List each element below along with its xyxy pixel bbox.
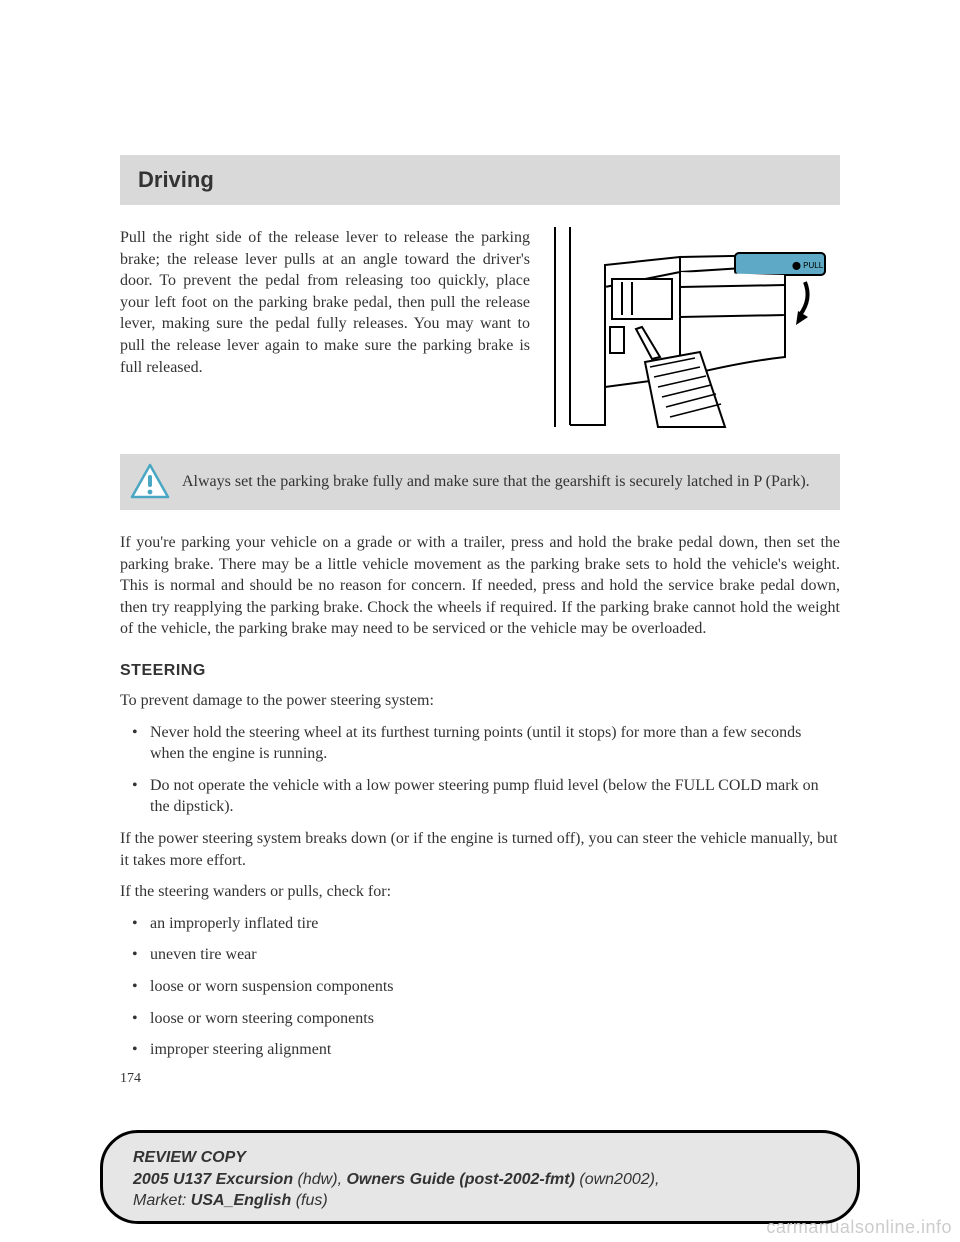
footer-box: REVIEW COPY 2005 U137 Excursion (hdw), O…: [100, 1130, 860, 1224]
list-item: Never hold the steering wheel at its fur…: [120, 722, 840, 765]
steering-wander-intro: If the steering wanders or pulls, check …: [120, 881, 840, 903]
parking-brake-illustration: ⬤ PULL: [550, 227, 840, 432]
watermark: carmanualsonline.info: [766, 1217, 952, 1238]
bullets-prevent-damage: Never hold the steering wheel at its fur…: [120, 722, 840, 818]
list-item: loose or worn steering components: [120, 1008, 840, 1030]
warning-icon: [130, 463, 170, 501]
bullets-wander-check: an improperly inflated tire uneven tire w…: [120, 913, 840, 1061]
list-item: uneven tire wear: [120, 944, 840, 966]
section-header: Driving: [120, 155, 840, 205]
footer-line-3: Market: USA_English (fus): [133, 1190, 827, 1212]
paragraph-grade-parking: If you're parking your vehicle on a grad…: [120, 532, 840, 640]
paragraph-parking-brake: Pull the right side of the release lever…: [120, 227, 530, 432]
steering-breakdown: If the power steering system breaks down…: [120, 828, 840, 871]
steering-intro: To prevent damage to the power steering …: [120, 690, 840, 712]
pull-label: ⬤ PULL: [792, 261, 824, 270]
list-item: Do not operate the vehicle with a low po…: [120, 775, 840, 818]
page-number: 174: [120, 1071, 840, 1087]
footer-line-1: REVIEW COPY: [133, 1147, 827, 1169]
heading-steering: STEERING: [120, 662, 840, 680]
list-item: improper steering alignment: [120, 1039, 840, 1061]
two-column-row: Pull the right side of the release lever…: [120, 227, 840, 432]
footer-line-2: 2005 U137 Excursion (hdw), Owners Guide …: [133, 1169, 827, 1191]
list-item: loose or worn suspension components: [120, 976, 840, 998]
warning-box: Always set the parking brake fully and m…: [120, 454, 840, 510]
page-content: Driving Pull the right side of the relea…: [120, 155, 840, 1087]
warning-text: Always set the parking brake fully and m…: [182, 471, 810, 493]
list-item: an improperly inflated tire: [120, 913, 840, 935]
